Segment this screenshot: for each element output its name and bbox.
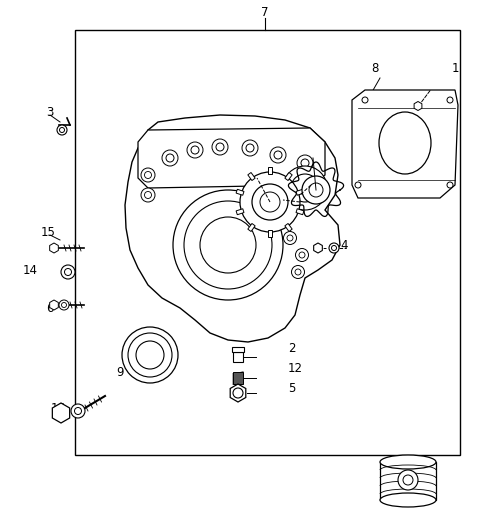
Text: 5: 5 — [288, 381, 295, 395]
Text: 10: 10 — [251, 168, 265, 181]
Bar — [233, 372, 243, 384]
Polygon shape — [268, 167, 272, 174]
Circle shape — [60, 127, 64, 133]
Circle shape — [297, 155, 313, 171]
Polygon shape — [285, 223, 292, 232]
Text: 13: 13 — [410, 492, 425, 505]
Circle shape — [270, 147, 286, 163]
Text: 7: 7 — [261, 6, 269, 19]
Circle shape — [61, 265, 75, 279]
Polygon shape — [138, 128, 325, 188]
Circle shape — [216, 143, 224, 151]
Circle shape — [291, 266, 304, 279]
Circle shape — [144, 192, 152, 198]
Ellipse shape — [380, 493, 436, 507]
Circle shape — [447, 182, 453, 188]
Polygon shape — [236, 189, 244, 195]
Circle shape — [296, 249, 309, 262]
Circle shape — [301, 159, 309, 167]
Circle shape — [295, 269, 301, 275]
Circle shape — [122, 327, 178, 383]
Polygon shape — [352, 90, 458, 198]
Polygon shape — [248, 172, 255, 181]
Bar — [232, 347, 244, 352]
Circle shape — [162, 150, 178, 166]
Circle shape — [187, 142, 203, 158]
Circle shape — [242, 140, 258, 156]
Polygon shape — [248, 223, 255, 232]
Circle shape — [403, 475, 413, 485]
Text: 4: 4 — [340, 238, 348, 252]
Circle shape — [274, 151, 282, 159]
Circle shape — [59, 300, 69, 310]
Text: 1: 1 — [451, 62, 459, 75]
Polygon shape — [268, 230, 272, 237]
Circle shape — [57, 125, 67, 135]
Circle shape — [144, 171, 152, 179]
Circle shape — [136, 341, 164, 369]
Circle shape — [141, 188, 155, 202]
Circle shape — [200, 217, 256, 273]
Polygon shape — [285, 172, 292, 181]
Circle shape — [212, 139, 228, 155]
Ellipse shape — [379, 112, 431, 174]
Polygon shape — [296, 209, 304, 215]
Circle shape — [246, 144, 254, 152]
Ellipse shape — [380, 455, 436, 469]
Circle shape — [329, 243, 339, 253]
Circle shape — [61, 303, 67, 308]
Circle shape — [141, 168, 155, 182]
Circle shape — [173, 190, 283, 300]
Circle shape — [240, 172, 300, 232]
Text: 16: 16 — [50, 401, 65, 414]
Circle shape — [332, 246, 336, 251]
Text: 14: 14 — [23, 264, 38, 277]
Circle shape — [291, 174, 319, 202]
Circle shape — [128, 333, 172, 377]
Circle shape — [398, 470, 418, 490]
Polygon shape — [125, 115, 340, 342]
Text: 8: 8 — [372, 62, 379, 75]
Circle shape — [74, 408, 82, 414]
Circle shape — [260, 192, 280, 212]
Text: 15: 15 — [41, 225, 55, 238]
Circle shape — [64, 268, 72, 276]
Text: 9: 9 — [116, 366, 124, 379]
Bar — [380, 462, 436, 500]
Circle shape — [184, 201, 272, 289]
Polygon shape — [236, 209, 244, 215]
Circle shape — [252, 184, 288, 220]
Circle shape — [447, 97, 453, 103]
Circle shape — [283, 166, 327, 210]
Bar — [75, 30, 460, 455]
Text: 11: 11 — [302, 149, 317, 162]
Text: 3: 3 — [46, 106, 54, 119]
Text: 2: 2 — [288, 341, 296, 354]
Circle shape — [71, 404, 85, 418]
Circle shape — [362, 97, 368, 103]
Polygon shape — [296, 189, 304, 195]
Circle shape — [302, 176, 330, 204]
Circle shape — [299, 252, 305, 258]
Text: 12: 12 — [288, 362, 303, 375]
Text: 6: 6 — [46, 301, 54, 314]
Circle shape — [284, 232, 297, 244]
Circle shape — [166, 154, 174, 162]
Circle shape — [191, 146, 199, 154]
Circle shape — [233, 388, 243, 398]
Circle shape — [309, 183, 323, 197]
Circle shape — [287, 235, 293, 241]
Bar — [233, 352, 243, 362]
Circle shape — [355, 182, 361, 188]
